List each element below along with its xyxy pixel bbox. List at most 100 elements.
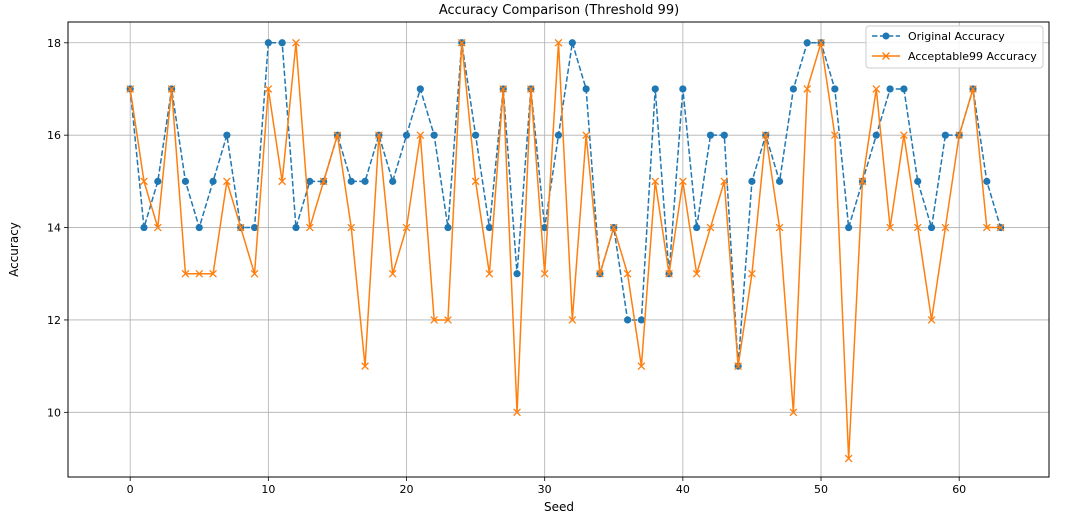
- data-point-original-accuracy: [706, 131, 715, 139]
- data-point-original-accuracy: [748, 177, 756, 185]
- x-tick-label: 60: [952, 483, 966, 496]
- data-point-acceptable99-accuracy: [982, 223, 991, 232]
- data-point-acceptable99-accuracy: [969, 85, 977, 93]
- data-point-acceptable99-accuracy: [167, 85, 176, 93]
- data-point-original-accuracy: [154, 177, 162, 185]
- data-point-acceptable99-accuracy: [803, 85, 812, 93]
- x-tick-label: 20: [400, 483, 414, 496]
- data-point-acceptable99-accuracy: [527, 85, 535, 93]
- data-point-acceptable99-accuracy: [941, 223, 950, 232]
- data-point-original-accuracy: [803, 39, 811, 47]
- data-point-original-accuracy: [679, 85, 687, 93]
- data-point-acceptable99-accuracy: [402, 223, 411, 232]
- plot-area-frame: [67, 21, 1050, 478]
- y-tick-label: 16: [47, 129, 61, 142]
- y-axis-label: Accuracy: [7, 222, 21, 277]
- data-point-original-accuracy: [872, 131, 880, 139]
- data-point-original-accuracy: [181, 177, 190, 185]
- data-point-acceptable99-accuracy: [678, 177, 687, 186]
- data-point-acceptable99-accuracy: [485, 269, 494, 278]
- data-point-original-accuracy: [623, 316, 632, 324]
- legend-marker-acceptable99: [882, 52, 890, 60]
- data-point-original-accuracy: [430, 131, 438, 139]
- data-point-original-accuracy: [195, 223, 203, 232]
- y-tick-label: 18: [47, 37, 61, 50]
- data-point-acceptable99-accuracy: [692, 269, 701, 278]
- data-point-original-accuracy: [471, 131, 480, 139]
- data-point-original-accuracy: [264, 39, 272, 47]
- x-axis-ticks: 0 10 20 30 40 50 60: [127, 477, 966, 496]
- data-point-acceptable99-accuracy: [540, 269, 549, 278]
- data-point-original-accuracy: [720, 131, 728, 139]
- data-point-acceptable99-accuracy: [844, 454, 853, 463]
- data-point-acceptable99-accuracy: [430, 316, 439, 324]
- data-point-original-accuracy: [306, 177, 314, 185]
- data-point-acceptable99-accuracy: [568, 316, 577, 324]
- data-point-acceptable99-accuracy: [347, 223, 356, 232]
- data-point-original-accuracy: [250, 223, 259, 232]
- data-point-acceptable99-accuracy: [817, 38, 825, 47]
- data-point-acceptable99-accuracy: [223, 177, 231, 186]
- data-point-original-accuracy: [361, 177, 369, 185]
- data-point-acceptable99-accuracy: [789, 408, 798, 417]
- data-point-original-accuracy: [513, 270, 521, 278]
- x-tick-label: 10: [261, 483, 275, 496]
- y-tick-label: 12: [47, 314, 61, 327]
- data-point-acceptable99-accuracy: [637, 362, 646, 370]
- x-tick-label: 40: [676, 483, 690, 496]
- data-point-original-accuracy: [444, 223, 452, 232]
- data-point-acceptable99-accuracy: [665, 269, 673, 278]
- series-lines: [126, 38, 1005, 463]
- x-tick-label: 30: [538, 483, 552, 496]
- data-point-original-accuracy: [416, 85, 424, 93]
- data-point-acceptable99-accuracy: [872, 85, 881, 93]
- data-point-acceptable99-accuracy: [955, 131, 964, 140]
- y-axis-ticks: 10 12 14 16 18: [47, 37, 68, 419]
- data-point-acceptable99-accuracy: [720, 177, 729, 186]
- data-point-acceptable99-accuracy: [554, 38, 563, 47]
- data-point-acceptable99-accuracy: [209, 269, 217, 278]
- data-point-original-accuracy: [292, 223, 300, 232]
- data-point-original-accuracy: [209, 177, 217, 185]
- series-markers-acceptable99-accuracy: [126, 38, 1005, 463]
- data-point-acceptable99-accuracy: [333, 131, 342, 140]
- data-point-original-accuracy: [568, 39, 576, 47]
- y-tick-label: 14: [47, 222, 61, 235]
- data-point-acceptable99-accuracy: [195, 269, 204, 278]
- chart-title: Accuracy Comparison (Threshold 99): [439, 3, 679, 18]
- x-tick-label: 50: [814, 483, 828, 496]
- data-point-acceptable99-accuracy: [609, 223, 618, 232]
- data-point-original-accuracy: [927, 223, 936, 232]
- data-point-acceptable99-accuracy: [278, 177, 287, 186]
- data-point-acceptable99-accuracy: [761, 131, 770, 140]
- legend-box: [865, 25, 1044, 69]
- data-point-original-accuracy: [693, 223, 701, 232]
- data-point-acceptable99-accuracy: [623, 269, 632, 278]
- data-point-acceptable99-accuracy: [775, 223, 784, 232]
- data-point-original-accuracy: [278, 39, 286, 47]
- data-point-acceptable99-accuracy: [513, 408, 521, 417]
- data-point-acceptable99-accuracy: [830, 131, 839, 140]
- data-point-original-accuracy: [886, 85, 894, 93]
- data-point-acceptable99-accuracy: [927, 316, 936, 324]
- data-point-acceptable99-accuracy: [264, 85, 273, 93]
- data-point-acceptable99-accuracy: [706, 223, 715, 232]
- data-point-original-accuracy: [789, 85, 797, 93]
- data-point-original-accuracy: [402, 131, 411, 139]
- data-point-acceptable99-accuracy: [140, 177, 148, 186]
- legend: Original Accuracy Acceptable99 Accuracy: [865, 25, 1044, 69]
- data-point-acceptable99-accuracy: [913, 223, 922, 232]
- data-point-original-accuracy: [541, 223, 549, 232]
- data-point-acceptable99-accuracy: [126, 85, 135, 93]
- data-point-acceptable99-accuracy: [499, 85, 508, 93]
- data-point-original-accuracy: [941, 131, 949, 139]
- data-point-original-accuracy: [775, 177, 784, 185]
- data-point-original-accuracy: [651, 85, 659, 93]
- data-point-acceptable99-accuracy: [457, 38, 466, 47]
- data-point-acceptable99-accuracy: [361, 362, 369, 370]
- data-point-acceptable99-accuracy: [416, 131, 425, 140]
- data-point-original-accuracy: [140, 223, 148, 232]
- data-point-original-accuracy: [582, 85, 590, 93]
- legend-label-original: Original Accuracy: [908, 30, 1005, 43]
